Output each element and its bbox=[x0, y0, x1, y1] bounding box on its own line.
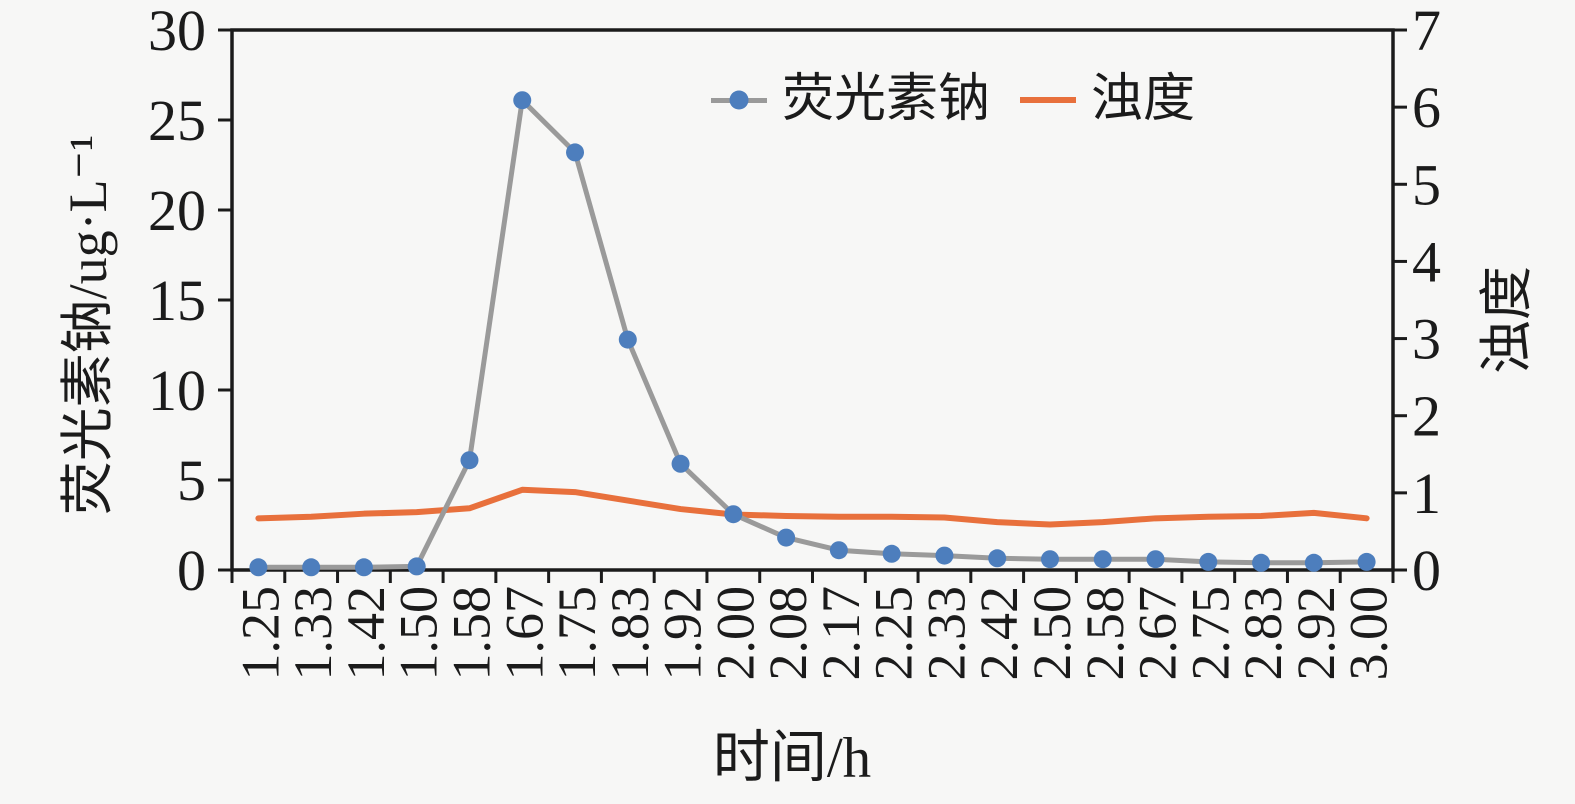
x-tick-label: 2.08 bbox=[758, 586, 818, 681]
fluorescein-data-point bbox=[513, 91, 532, 110]
legend-item-fluorescein: 荧光素钠 bbox=[711, 74, 990, 126]
legend: 荧光素钠 浊度 bbox=[711, 74, 1195, 126]
x-tick-label: 2.50 bbox=[1022, 586, 1082, 681]
fluorescein-data-point bbox=[407, 557, 426, 576]
y-right-tick-label: 2 bbox=[1412, 384, 1441, 449]
fluorescein-data-point bbox=[302, 558, 321, 577]
y-left-tick-label: 15 bbox=[148, 268, 206, 333]
series-fluorescein-line bbox=[255, 97, 1370, 570]
x-tick-label: 2.00 bbox=[705, 586, 765, 681]
y-right-tick-label: 3 bbox=[1412, 307, 1441, 372]
x-tick-label: 1.33 bbox=[283, 586, 343, 681]
x-tick-label: 2.83 bbox=[1233, 586, 1293, 681]
turbidity-line-icon bbox=[1020, 97, 1077, 103]
fluorescein-data-point bbox=[829, 541, 848, 560]
fluorescein-data-point bbox=[618, 330, 637, 349]
fluorescein-data-point bbox=[777, 528, 796, 547]
fluorescein-data-point bbox=[460, 451, 479, 470]
y-left-tick-label: 30 bbox=[148, 0, 206, 63]
fluorescein-data-point bbox=[935, 546, 954, 565]
x-tick-label: 1.83 bbox=[600, 586, 660, 681]
y-right-tick-label: 7 bbox=[1412, 0, 1441, 63]
x-axis-title: 时间/h bbox=[712, 726, 872, 790]
fluorescein-data-point bbox=[354, 558, 373, 577]
x-tick-label: 1.92 bbox=[653, 586, 713, 681]
x-tick-label: 1.58 bbox=[441, 586, 501, 681]
x-tick-label: 2.75 bbox=[1180, 586, 1240, 681]
fluorescein-data-point bbox=[882, 544, 901, 563]
series-turbidity-line bbox=[255, 486, 1370, 528]
x-tick-label: 1.75 bbox=[547, 586, 607, 681]
y-left-tick-label: 5 bbox=[177, 448, 206, 513]
fluorescein-data-point bbox=[1093, 550, 1112, 569]
x-tick-label: 2.58 bbox=[1075, 586, 1135, 681]
x-tick-label: 2.42 bbox=[969, 586, 1029, 681]
y-left-tick-label: 20 bbox=[148, 178, 206, 243]
fluorescein-data-point bbox=[1146, 550, 1165, 569]
fluorescein-data-point bbox=[671, 454, 690, 473]
y-axis-title-right: 浊度 bbox=[1477, 266, 1537, 374]
x-tick-label: 1.42 bbox=[336, 586, 396, 681]
y-right-tick-label: 1 bbox=[1412, 461, 1441, 526]
fluorescein-data-point bbox=[1040, 550, 1059, 569]
fluorescein-data-point bbox=[1304, 553, 1323, 572]
y-right-tick-label: 4 bbox=[1412, 229, 1441, 294]
fluorescein-data-point bbox=[1357, 552, 1376, 571]
fluorescein-data-point bbox=[724, 505, 743, 524]
y-axis-title-left: 荧光素钠/ug·L⁻¹ bbox=[58, 134, 118, 516]
x-tick-label: 1.67 bbox=[494, 586, 554, 681]
legend-item-turbidity: 浊度 bbox=[1020, 74, 1195, 126]
x-tick-label: 2.25 bbox=[864, 586, 924, 681]
fluorescein-data-point bbox=[566, 143, 585, 162]
x-tick-label: 2.92 bbox=[1286, 586, 1346, 681]
x-tick-label: 1.50 bbox=[389, 586, 449, 681]
y-right-tick-label: 5 bbox=[1412, 152, 1441, 217]
legend-label-fluorescein: 荧光素钠 bbox=[782, 71, 991, 128]
x-tick-label: 3.00 bbox=[1339, 586, 1399, 681]
y-right-tick-label: 0 bbox=[1412, 538, 1441, 603]
y-left-tick-label: 0 bbox=[177, 538, 206, 603]
x-tick-label: 2.17 bbox=[811, 586, 871, 681]
x-tick-label: 2.67 bbox=[1128, 586, 1188, 681]
y-left-tick-label: 25 bbox=[148, 88, 206, 153]
fluorescein-data-point bbox=[988, 549, 1007, 568]
fluorescein-data-point bbox=[249, 558, 268, 577]
x-tick-label: 1.25 bbox=[230, 586, 290, 681]
fluorescein-line-marker-icon bbox=[711, 90, 767, 110]
y-left-tick-label: 10 bbox=[148, 358, 206, 423]
y-right-tick-label: 6 bbox=[1412, 75, 1441, 140]
legend-label-turbidity: 浊度 bbox=[1091, 71, 1196, 128]
fluorescein-data-point bbox=[1252, 553, 1271, 572]
x-tick-label: 2.33 bbox=[916, 586, 976, 681]
fluorescein-data-point bbox=[1199, 552, 1218, 571]
